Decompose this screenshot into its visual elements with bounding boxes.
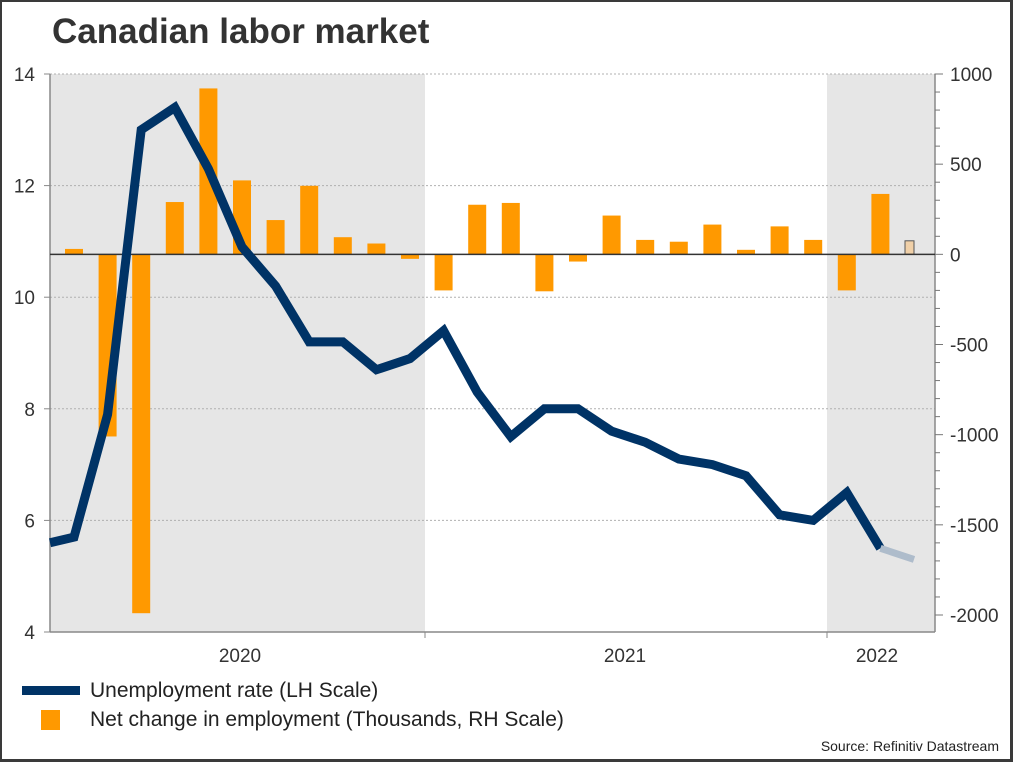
employment-bar (569, 254, 587, 262)
employment-bar (300, 185, 319, 255)
employment-bar (367, 243, 386, 255)
right-tick-label: -2000 (950, 606, 999, 627)
employment-bar (65, 248, 83, 255)
unemployment-line-forecast (879, 544, 916, 563)
x-tick-label: 2020 (219, 646, 261, 667)
employment-bar (703, 224, 722, 255)
legend: Unemployment rate (LH Scale) Net change … (22, 676, 564, 734)
legend-label-unemployment: Unemployment rate (LH Scale) (90, 678, 379, 702)
left-tick-label: 6 (24, 511, 35, 532)
right-tick-label: -500 (950, 336, 988, 357)
employment-bar (501, 202, 520, 255)
right-tick-label: -1000 (950, 426, 999, 447)
legend-item-employment: Net change in employment (Thousands, RH … (22, 705, 564, 734)
employment-bar-forecast (904, 240, 915, 255)
source-note: Source: Refinitiv Datastream (820, 738, 999, 754)
employment-bar (333, 237, 352, 255)
employment-bar (669, 241, 688, 255)
right-tick-label: 1000 (950, 65, 992, 86)
employment-bar (165, 202, 184, 255)
right-tick-label: -1500 (950, 516, 999, 537)
left-tick-label: 4 (24, 623, 35, 644)
employment-bar (636, 239, 655, 255)
employment-bar (804, 239, 823, 255)
employment-bar (434, 254, 453, 291)
right-tick-label: 0 (950, 245, 961, 266)
x-tick-label: 2022 (856, 646, 898, 667)
employment-bar (266, 220, 285, 255)
x-tick-label: 2021 (604, 646, 646, 667)
left-tick-label: 12 (14, 177, 35, 198)
chart-title: Canadian labor market (52, 12, 430, 51)
unemployment-line (48, 101, 885, 551)
legend-label-employment: Net change in employment (Thousands, RH … (90, 707, 564, 731)
left-tick-label: 8 (24, 400, 35, 421)
employment-bar (401, 254, 419, 259)
employment-bar (837, 254, 856, 291)
left-tick-label: 10 (14, 288, 35, 309)
legend-item-unemployment: Unemployment rate (LH Scale) (22, 676, 564, 705)
employment-bar (737, 249, 755, 255)
employment-bar (468, 204, 487, 255)
employment-bar (770, 226, 789, 255)
employment-bar (602, 215, 621, 255)
right-tick-label: 500 (950, 155, 982, 176)
legend-bar-swatch (41, 709, 60, 730)
employment-bar (535, 254, 554, 292)
left-tick-label: 14 (14, 65, 36, 86)
shaded-period (827, 74, 935, 632)
employment-bar (132, 254, 151, 614)
legend-line-swatch (22, 686, 80, 695)
employment-bar (871, 193, 890, 255)
